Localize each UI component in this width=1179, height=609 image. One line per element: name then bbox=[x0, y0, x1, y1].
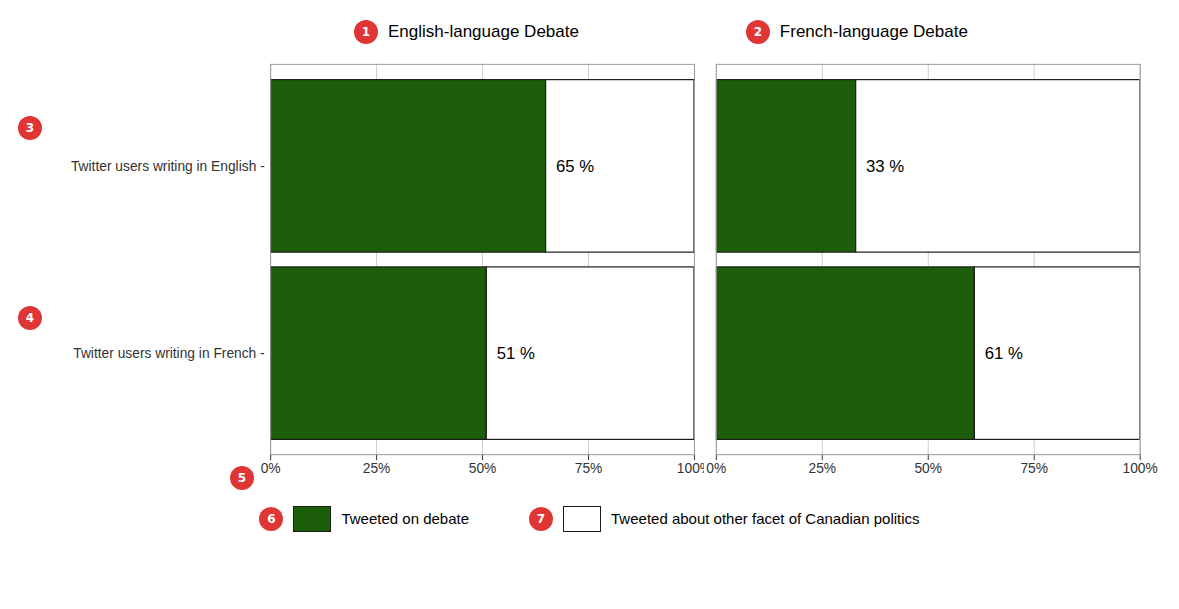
html-text:English-language Debate: English-language Debate bbox=[388, 22, 579, 41]
html-text:6: 6 bbox=[267, 511, 276, 526]
html-text:5: 5 bbox=[237, 471, 247, 485]
svg-text:0%: 0% bbox=[706, 461, 726, 476]
svg-text:50%: 50% bbox=[914, 461, 942, 476]
svg-text:100%: 100% bbox=[677, 461, 704, 476]
html-text:1: 1 bbox=[361, 25, 371, 39]
html-text:French-language Debate: French-language Debate bbox=[779, 22, 968, 41]
svg-text:33 %: 33 % bbox=[866, 157, 904, 176]
svg-text:25%: 25% bbox=[808, 461, 836, 476]
html-text:4: 4 bbox=[25, 310, 35, 325]
svg-text:61 %: 61 % bbox=[985, 344, 1023, 363]
html-text:3: 3 bbox=[25, 120, 35, 135]
svg-text:75%: 75% bbox=[575, 461, 603, 476]
svg-text:Twitter users writing in Engli: Twitter users writing in English - bbox=[71, 159, 265, 174]
svg-text:0%: 0% bbox=[261, 461, 281, 476]
html-text:Tweeted about other facet of C: Tweeted about other facet of Canadian po… bbox=[611, 510, 920, 528]
html-text:2: 2 bbox=[753, 25, 762, 39]
svg-text:75%: 75% bbox=[1020, 461, 1048, 476]
svg-text:50%: 50% bbox=[469, 461, 497, 476]
svg-text:25%: 25% bbox=[363, 461, 391, 476]
svg-text:51 %: 51 % bbox=[497, 344, 535, 363]
svg-text:Twitter users writing in Frenc: Twitter users writing in French - bbox=[73, 346, 264, 361]
html-text:Tweeted on debate: Tweeted on debate bbox=[341, 510, 469, 528]
svg-text:100%: 100% bbox=[1122, 461, 1157, 476]
svg-text:65 %: 65 % bbox=[556, 157, 594, 176]
html-text:7: 7 bbox=[536, 511, 546, 526]
